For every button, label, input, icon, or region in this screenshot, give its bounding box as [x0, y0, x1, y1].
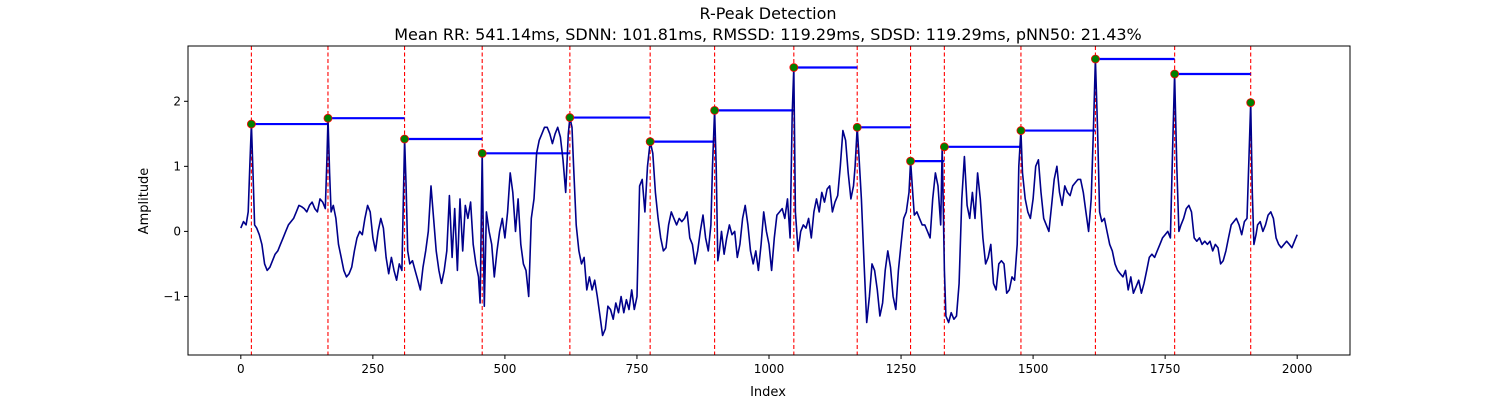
peak-marker-0: [246, 119, 256, 129]
peak-marker-12: [1091, 54, 1100, 64]
y-tick-label: 0: [173, 224, 181, 238]
peak-lines: [250, 46, 1252, 355]
peak-marker-6: [710, 106, 719, 115]
peak-marker-13: [1170, 69, 1180, 79]
peak-marker-8: [852, 122, 862, 132]
chart-title: R-Peak Detection: [699, 4, 836, 23]
y-axis-label: Amplitude: [137, 168, 152, 235]
y-tick-label: −1: [163, 289, 181, 303]
x-tick-label: 1500: [1018, 362, 1049, 376]
peak-marker-11: [1016, 126, 1026, 135]
y-axis-ticks: −1 0 1 2: [163, 94, 188, 303]
peak-marker-5: [645, 137, 655, 147]
x-tick-label: 2000: [1282, 362, 1313, 376]
x-tick-label: 250: [361, 362, 384, 376]
peak-marker-14: [1246, 98, 1256, 107]
x-tick-label: 500: [493, 362, 516, 376]
x-tick-label: 0: [237, 362, 245, 376]
y-tick-label: 1: [173, 159, 181, 173]
peak-marker-10: [939, 142, 949, 152]
peak-marker-2: [400, 134, 409, 144]
x-tick-label: 1250: [886, 362, 917, 376]
peak-marker-3: [477, 148, 487, 158]
chart-subtitle: Mean RR: 541.14ms, SDNN: 101.81ms, RMSSD…: [394, 25, 1142, 44]
rr-segments: [251, 57, 1251, 163]
x-tick-label: 1750: [1150, 362, 1181, 376]
signal-line: [240, 58, 1298, 337]
peak-marker-4: [565, 113, 575, 122]
x-tick-label: 750: [626, 362, 649, 376]
y-tick-label: 2: [173, 94, 181, 108]
x-axis-ticks: 0 250 500 750 1000 1250 1500 1750 2000: [237, 355, 1312, 376]
peak-marker-9: [906, 156, 915, 166]
peak-markers: [246, 54, 1256, 166]
x-axis-label: Index: [750, 385, 786, 400]
peak-marker-1: [323, 113, 333, 123]
x-tick-label: 1000: [754, 362, 785, 376]
peak-marker-7: [789, 63, 799, 72]
